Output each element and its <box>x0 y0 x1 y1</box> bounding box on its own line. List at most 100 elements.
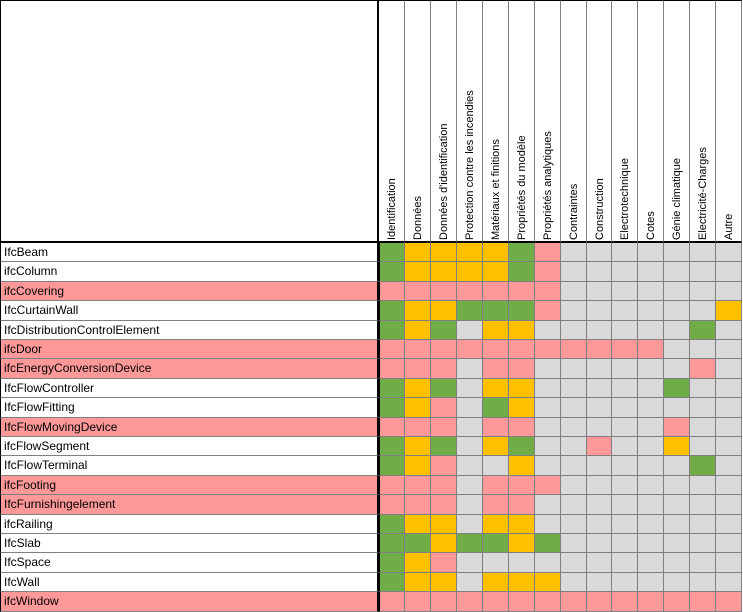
matrix-cell <box>379 243 405 263</box>
matrix-cell <box>587 281 612 302</box>
matrix-cell <box>587 475 612 496</box>
matrix-cell <box>664 456 690 476</box>
matrix-cell <box>587 534 612 554</box>
matrix-cell <box>561 243 587 263</box>
column-header-label: Electrotechnique <box>619 158 631 240</box>
matrix-cell <box>509 456 535 476</box>
matrix-cell <box>457 243 483 263</box>
matrix-cell <box>535 437 561 457</box>
row-label: IfcCurtainWall <box>0 301 379 321</box>
matrix-cell <box>664 378 690 399</box>
matrix-cell <box>638 592 664 612</box>
matrix-cell <box>561 514 587 534</box>
matrix-cell <box>664 262 690 282</box>
matrix-cell <box>405 320 431 340</box>
matrix-cell <box>612 378 638 399</box>
row-label: ifcColumn <box>0 262 379 282</box>
matrix-cell <box>483 514 509 534</box>
matrix-cell <box>509 301 535 321</box>
matrix-cell <box>509 243 535 263</box>
matrix-cell <box>483 553 509 573</box>
column-header-label: Cotes <box>645 211 657 240</box>
matrix-cell <box>509 417 535 437</box>
matrix-cell <box>379 592 405 612</box>
matrix-cell <box>638 243 664 263</box>
matrix-cell <box>509 572 535 593</box>
matrix-cell <box>612 553 638 573</box>
matrix-cell <box>716 534 742 554</box>
matrix-cell <box>690 456 716 476</box>
matrix-cell <box>509 262 535 282</box>
matrix-cell <box>431 243 457 263</box>
matrix-cell <box>664 534 690 554</box>
row-label: IfcFlowMovingDevice <box>0 417 379 437</box>
matrix-cell <box>690 301 716 321</box>
column-header: Protection contre les incendies <box>457 0 483 243</box>
matrix-cell <box>690 378 716 399</box>
row-label: IfcFlowTerminal <box>0 456 379 476</box>
matrix-cell <box>690 281 716 302</box>
matrix-cell <box>561 495 587 515</box>
matrix-cell <box>431 534 457 554</box>
matrix-cell <box>431 398 457 418</box>
matrix-cell <box>716 456 742 476</box>
matrix-cell <box>379 398 405 418</box>
column-header-label: Protection contre les incendies <box>464 90 476 240</box>
matrix-cell <box>457 417 483 437</box>
matrix-cell <box>716 592 742 612</box>
matrix-cell <box>664 417 690 437</box>
matrix-cell <box>431 340 457 360</box>
matrix-cell <box>535 475 561 496</box>
matrix-cell <box>535 320 561 340</box>
matrix-cell <box>379 475 405 496</box>
matrix-cell <box>716 340 742 360</box>
matrix-cell <box>716 572 742 593</box>
matrix-cell <box>587 340 612 360</box>
matrix-cell <box>561 475 587 496</box>
matrix-cell <box>535 281 561 302</box>
matrix-cell <box>587 320 612 340</box>
matrix-cell <box>379 553 405 573</box>
matrix-cell <box>405 359 431 379</box>
matrix-cell <box>483 456 509 476</box>
matrix-cell <box>379 572 405 593</box>
matrix-cell <box>535 495 561 515</box>
empty-corner-cell <box>0 0 379 243</box>
matrix-cell <box>587 553 612 573</box>
matrix-cell <box>431 495 457 515</box>
matrix-cell <box>612 534 638 554</box>
matrix-cell <box>638 572 664 593</box>
matrix-cell <box>535 456 561 476</box>
matrix-cell <box>587 378 612 399</box>
matrix-cell <box>690 495 716 515</box>
matrix-cell <box>612 281 638 302</box>
matrix-cell <box>509 398 535 418</box>
matrix-cell <box>664 514 690 534</box>
matrix-cell <box>483 281 509 302</box>
matrix-cell <box>612 243 638 263</box>
matrix-cell <box>664 281 690 302</box>
column-header: Electrotechnique <box>612 0 638 243</box>
matrix-cell <box>431 417 457 437</box>
column-header: Génie climatique <box>664 0 690 243</box>
matrix-cell <box>509 437 535 457</box>
column-header-label: Autre <box>723 213 735 240</box>
matrix-cell <box>561 534 587 554</box>
row-label: ifcRailing <box>0 514 379 534</box>
matrix-cell <box>535 243 561 263</box>
matrix-cell <box>561 398 587 418</box>
matrix-cell <box>405 514 431 534</box>
matrix-cell <box>457 437 483 457</box>
matrix-cell <box>457 262 483 282</box>
matrix-cell <box>509 592 535 612</box>
matrix-cell <box>716 495 742 515</box>
matrix-cell <box>535 534 561 554</box>
matrix-cell <box>431 262 457 282</box>
matrix-cell <box>509 475 535 496</box>
matrix-cell <box>664 320 690 340</box>
matrix-cell <box>664 495 690 515</box>
matrix-cell <box>379 378 405 399</box>
matrix-cell <box>587 262 612 282</box>
matrix-cell <box>431 572 457 593</box>
matrix-cell <box>457 320 483 340</box>
